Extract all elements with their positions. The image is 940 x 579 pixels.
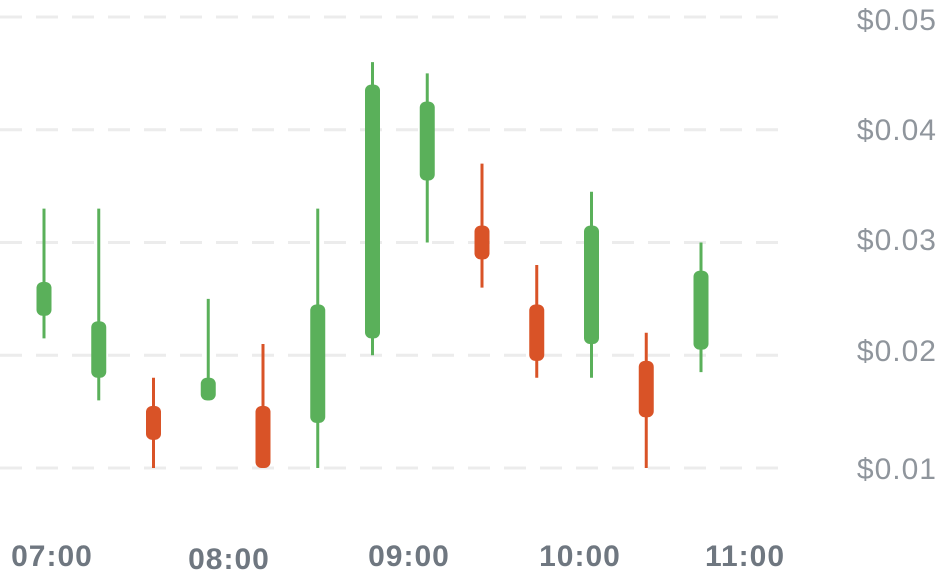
candle-up [91, 208, 107, 401]
candle-down [146, 377, 161, 468]
candle-down [638, 332, 654, 468]
candle-up [365, 62, 380, 356]
candle-body [474, 225, 490, 260]
candle-down [529, 265, 545, 378]
y-tick-label: $0.01 [857, 453, 937, 486]
x-axis-tick-labels: 07:00 08:00 09:00 10:00 11:00 [11, 540, 785, 576]
candle-up [584, 191, 599, 378]
candle-body [310, 304, 326, 423]
candle-body [146, 405, 161, 440]
candle-body [91, 321, 107, 378]
candle-up [419, 73, 435, 243]
candle-up [36, 208, 52, 339]
x-tick-label: 08:00 [188, 543, 270, 576]
x-tick-label: 07:00 [11, 540, 93, 573]
candle-body [365, 84, 380, 339]
y-axis-tick-labels: $0.05 $0.04 $0.03 $0.02 $0.01 [857, 4, 937, 486]
candle-up [200, 298, 216, 401]
y-tick-label: $0.05 [857, 4, 937, 37]
candle-down [255, 343, 271, 468]
y-tick-label: $0.02 [857, 335, 937, 368]
candle-body [584, 225, 599, 344]
candle-body [638, 360, 654, 418]
candle-body [255, 405, 271, 468]
candle-body [529, 304, 545, 361]
candles [36, 62, 709, 468]
candle-body [693, 270, 709, 350]
x-tick-label: 11:00 [705, 540, 785, 573]
candle-down [474, 163, 490, 288]
candle-up [693, 242, 709, 373]
x-tick-label: 09:00 [368, 540, 450, 573]
x-tick-label: 10:00 [539, 540, 621, 573]
y-tick-label: $0.03 [857, 224, 937, 257]
candle-body [36, 281, 52, 316]
candle-up [310, 208, 326, 468]
gridlines [0, 15, 790, 470]
candle-body [200, 377, 216, 401]
candle-body [419, 101, 435, 181]
y-tick-label: $0.04 [857, 114, 937, 147]
